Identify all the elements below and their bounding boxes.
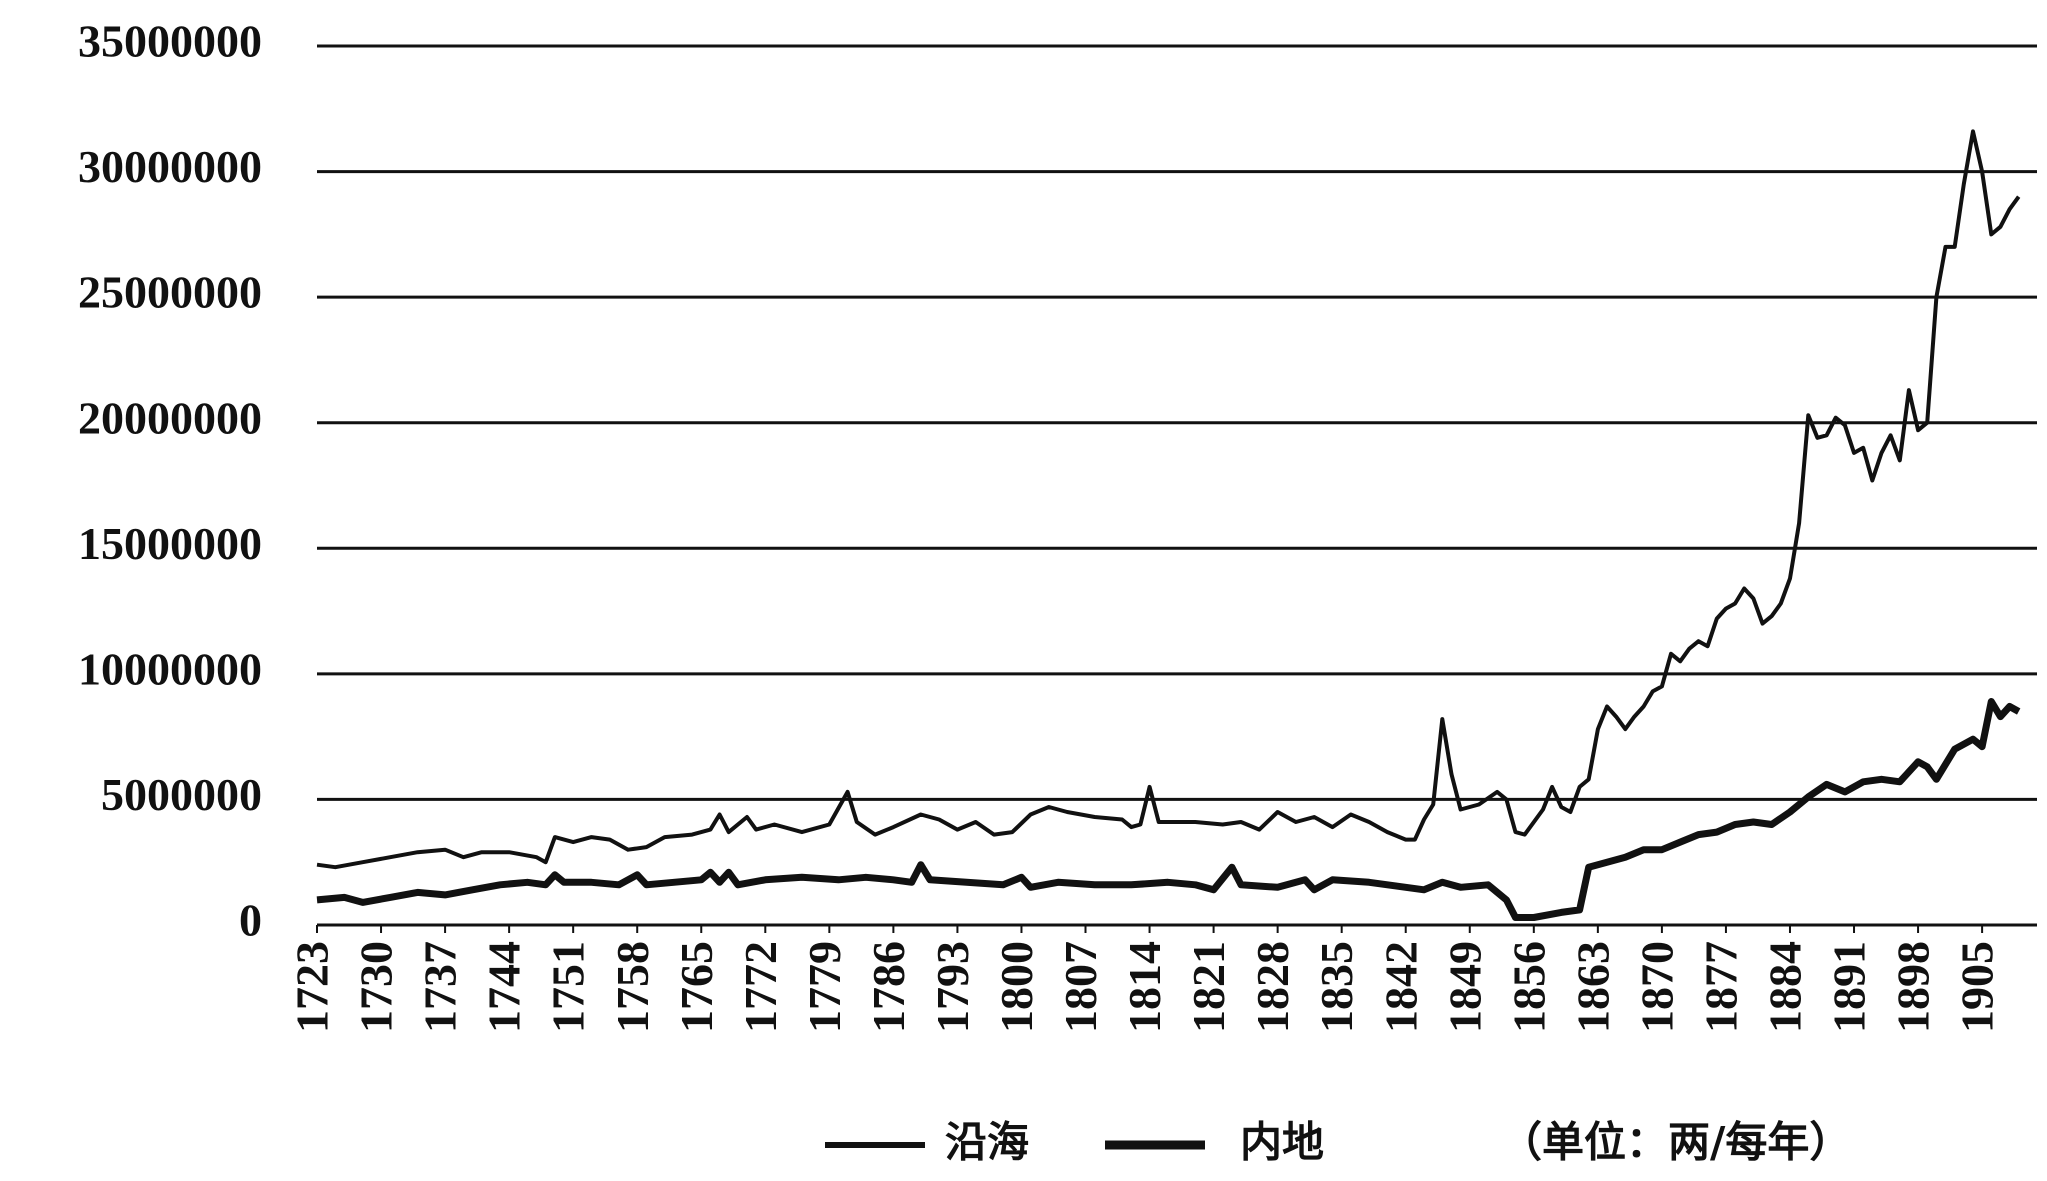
x-tick-label: 1772 [735, 941, 786, 1033]
legend: 沿海 内地 （单位：两/每年） [825, 1118, 1851, 1167]
legend-label: 沿海 [945, 1118, 1029, 1167]
x-tick-label: 1884 [1760, 941, 1811, 1033]
x-tick-label: 1807 [1055, 941, 1106, 1033]
legend-label: 内地 [1240, 1118, 1324, 1167]
y-tick-label: 20000000 [78, 392, 262, 443]
x-tick-label: 1842 [1375, 941, 1426, 1033]
annotation: （单位：两/每年） [1500, 1118, 1851, 1167]
x-tick-label: 1730 [351, 941, 402, 1033]
series-line [316, 698, 2021, 921]
x-tick-label: 1835 [1311, 941, 1362, 1033]
x-tick-label: 1898 [1888, 941, 1939, 1033]
series-line [316, 129, 2021, 870]
x-tick-label: 1870 [1631, 941, 1682, 1033]
x-tick-label: 1751 [543, 941, 594, 1033]
x-tick-label: 1765 [671, 941, 722, 1033]
x-tick-label: 1891 [1824, 941, 1875, 1033]
y-tick-label: 25000000 [78, 267, 262, 318]
x-tick-label: 1821 [1183, 941, 1234, 1033]
y-tick-label: 15000000 [78, 518, 262, 569]
x-tick-label: 1877 [1695, 941, 1746, 1033]
x-tick-label: 1828 [1247, 941, 1298, 1033]
x-tick-label: 1849 [1439, 941, 1490, 1033]
x-tick-label: 1800 [991, 941, 1042, 1033]
y-tick-label: 30000000 [78, 141, 262, 192]
y-tick-label: 5000000 [101, 769, 262, 820]
x-tick-label: 1863 [1567, 941, 1618, 1033]
grid [317, 44, 2037, 927]
y-tick-label: 0 [239, 895, 262, 946]
x-tick-label: 1779 [799, 941, 850, 1033]
x-tick-label: 1786 [863, 941, 914, 1033]
y-tick-label: 35000000 [78, 16, 262, 67]
x-tick-label: 1737 [415, 941, 466, 1033]
x-tick-label: 1758 [607, 941, 658, 1033]
lines [316, 129, 2021, 921]
x-tick-label: 1856 [1503, 941, 1554, 1033]
x-tick-label: 1905 [1952, 941, 2003, 1033]
x-tick-label: 1814 [1119, 941, 1170, 1033]
x-tick-label: 1793 [927, 941, 978, 1033]
x-tick-label: 1723 [287, 941, 338, 1033]
y-tick-label: 10000000 [78, 643, 262, 694]
x-tick-label: 1744 [479, 941, 530, 1033]
ticks: 0 5000000 10000000 15000000 20000000 25000000… [78, 16, 2003, 1033]
